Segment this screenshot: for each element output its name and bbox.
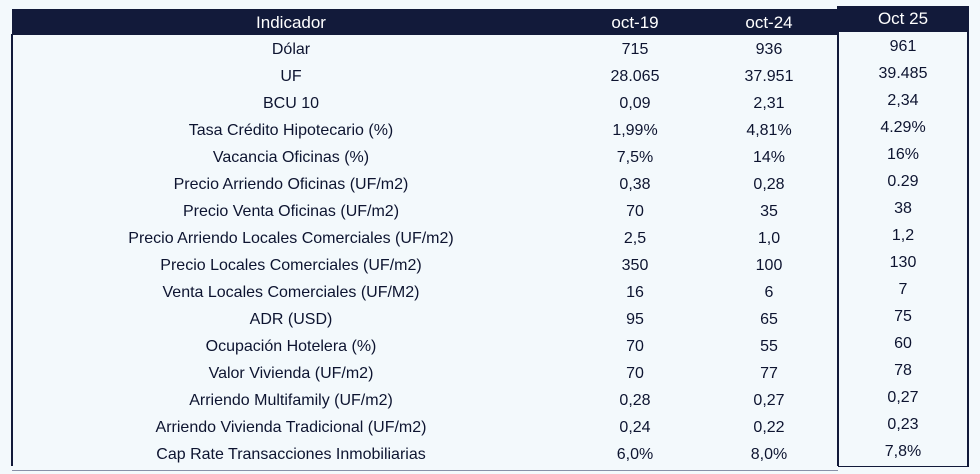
value-cell: 70 — [626, 203, 644, 220]
value-cell: 16% — [886, 146, 920, 163]
value-cell: 7 — [898, 281, 908, 298]
value-cell: 0,27 — [753, 392, 785, 409]
value-cell: 77 — [760, 365, 778, 382]
value-cell: 38 — [894, 200, 912, 217]
row-label: Venta Locales Comerciales (UF/M2) — [162, 284, 420, 301]
row-label: UF — [280, 68, 302, 85]
value-cell: 14% — [752, 149, 786, 166]
row-label: Valor Vivienda (UF/m2) — [208, 365, 374, 382]
value-cell: 100 — [755, 257, 783, 274]
row-label: Precio Arriendo Oficinas (UF/m2) — [173, 176, 409, 193]
value-cell: 0.29 — [887, 173, 919, 190]
row-label: BCU 10 — [262, 95, 320, 112]
value-cell: 936 — [755, 41, 783, 58]
header-cell: Oct 25 — [838, 6, 968, 32]
value-cell: 0,09 — [619, 95, 651, 112]
value-cell: 70 — [626, 338, 644, 355]
row-label: Dólar — [271, 41, 311, 58]
border-bottom — [838, 466, 969, 467]
value-cell: 37.951 — [744, 68, 794, 85]
value-cell: 0,23 — [887, 416, 919, 433]
value-cell: 0,24 — [619, 419, 651, 436]
row-label: Precio Arriendo Locales Comerciales (UF/… — [128, 230, 454, 247]
value-cell: 16 — [626, 284, 644, 301]
value-cell: 39.485 — [878, 65, 928, 82]
header-cell: Indicador — [12, 9, 570, 35]
value-cell: 65 — [760, 311, 778, 328]
value-cell: 1,0 — [757, 230, 781, 247]
row-label: Cap Rate Transacciones Inmobiliarias — [156, 446, 426, 463]
value-cell: 1,2 — [891, 227, 915, 244]
row-label: Arriendo Vivienda Tradicional (UF/m2) — [155, 419, 427, 436]
border-column — [837, 6, 839, 466]
value-cell: 715 — [621, 41, 649, 58]
border-right — [967, 6, 969, 466]
header-cell: oct-24 — [700, 9, 838, 35]
row-label: Precio Venta Oficinas (UF/m2) — [182, 203, 400, 220]
value-cell: 8,0% — [750, 446, 788, 463]
value-cell: 2,31 — [753, 95, 785, 112]
value-cell: 0,27 — [887, 389, 919, 406]
row-label: Arriendo Multifamily (UF/m2) — [189, 392, 393, 409]
value-cell: 1,99% — [612, 122, 658, 139]
row-label: ADR (USD) — [249, 311, 333, 328]
value-cell: 0,28 — [619, 392, 651, 409]
value-cell: 55 — [760, 338, 778, 355]
value-cell: 350 — [621, 257, 649, 274]
value-cell: 7,5% — [616, 149, 654, 166]
value-cell: 2,5 — [623, 230, 647, 247]
row-label: Ocupación Hotelera (%) — [205, 338, 377, 355]
value-cell: 95 — [626, 311, 644, 328]
value-cell: 35 — [760, 203, 778, 220]
value-cell: 130 — [889, 254, 917, 271]
border-left — [11, 34, 13, 466]
value-cell: 75 — [894, 308, 912, 325]
border-bottom — [12, 470, 838, 471]
value-cell: 6 — [764, 284, 774, 301]
value-cell: 0,38 — [619, 176, 651, 193]
value-cell: 0,28 — [753, 176, 785, 193]
value-cell: 961 — [889, 38, 917, 55]
row-label: Precio Locales Comerciales (UF/m2) — [160, 257, 422, 274]
value-cell: 78 — [894, 362, 912, 379]
value-cell: 28.065 — [610, 68, 660, 85]
value-cell: 0,22 — [753, 419, 785, 436]
row-label: Tasa Crédito Hipotecario (%) — [188, 122, 394, 139]
value-cell: 7,8% — [884, 443, 922, 460]
value-cell: 2,34 — [887, 92, 919, 109]
value-cell: 4.29% — [880, 119, 926, 136]
value-cell: 60 — [894, 335, 912, 352]
value-cell: 4,81% — [746, 122, 792, 139]
row-label: Vacancia Oficinas (%) — [212, 149, 370, 166]
value-cell: 6,0% — [616, 446, 654, 463]
header-cell: oct-19 — [570, 9, 700, 35]
value-cell: 70 — [626, 365, 644, 382]
